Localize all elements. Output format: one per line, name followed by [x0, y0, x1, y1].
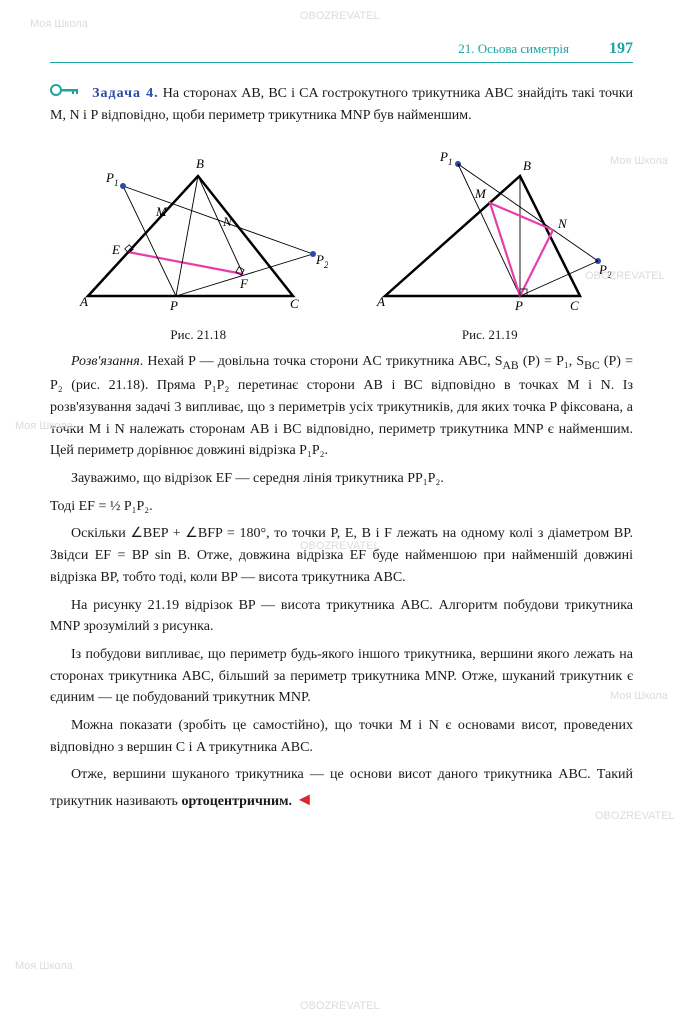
page-number: 197 [609, 40, 633, 58]
svg-text:M: M [474, 186, 487, 201]
sub-bc: BC [584, 359, 600, 372]
solution-p6: Із побудови випливає, що периметр будь-я… [50, 644, 633, 709]
svg-text:P: P [514, 298, 523, 313]
svg-text:N: N [557, 216, 568, 231]
figures-row: A B C P1 P2 E F M N P Рис. 21.18 [50, 146, 633, 343]
solution-p2: Зауважимо, що відрізок EF — середня ліні… [50, 468, 633, 490]
svg-text:B: B [196, 156, 204, 171]
figure-21-19: A B C P1 P2 M N P Рис. 21.19 [365, 146, 615, 343]
solution-p1f: (P) = P₂ (рис. 21.18). Пряма P₁P₂ перети… [50, 354, 633, 458]
svg-text:E: E [111, 242, 120, 257]
svg-text:P1: P1 [439, 149, 452, 167]
solution-p8a: Отже, вершини шуканого трикутника — це о… [50, 767, 633, 809]
solution-p1: Розв'язання. Нехай P — довільна точка ст… [50, 351, 633, 462]
solution-p7: Можна показати (зробіть це самостійно), … [50, 715, 633, 758]
figure-21-18: A B C P1 P2 E F M N P Рис. 21.18 [68, 146, 328, 343]
svg-text:C: C [290, 296, 299, 311]
task-paragraph: Задача 4. На сторонах AB, BC і CA гостро… [50, 83, 633, 126]
svg-text:A: A [79, 294, 88, 309]
figure-caption-19: Рис. 21.19 [365, 327, 615, 343]
svg-text:C: C [570, 298, 579, 313]
solution-p1d: (P) = P₁, S [519, 354, 584, 369]
page-header: 21. Осьова симетрія 197 [50, 40, 633, 63]
svg-text:P: P [169, 298, 178, 313]
solution-p3: Тоді EF = ½ P₁P₂. [50, 496, 633, 518]
end-marker-icon: ◄ [296, 789, 314, 809]
svg-text:P2: P2 [598, 262, 612, 280]
section-title: 21. Осьова симетрія [458, 41, 569, 57]
figure-caption-18: Рис. 21.18 [68, 327, 328, 343]
watermark: Моя Школа [15, 960, 73, 972]
solution-p1b: . Нехай P — довільна точка сторони AC тр… [140, 354, 503, 369]
svg-text:A: A [376, 294, 385, 309]
svg-text:B: B [523, 158, 531, 173]
orthocentric-term: ортоцентричним. [181, 794, 292, 809]
svg-text:F: F [239, 276, 249, 291]
svg-text:N: N [222, 214, 233, 229]
solution-label: Розв'язання [71, 354, 140, 369]
watermark: OBOZREVATEL [300, 1000, 380, 1012]
sub-ab: AB [503, 359, 519, 372]
svg-text:P1: P1 [105, 170, 118, 188]
task-label: Задача 4. [92, 86, 158, 101]
solution-p5: На рисунку 21.19 відрізок BP — висота тр… [50, 595, 633, 638]
svg-text:P2: P2 [315, 252, 328, 270]
solution-p8: Отже, вершини шуканого трикутника — це о… [50, 764, 633, 814]
svg-text:M: M [155, 204, 168, 219]
solution-p4: Оскільки ∠BEP + ∠BFP = 180°, то точки P,… [50, 523, 633, 588]
key-icon [50, 83, 80, 105]
